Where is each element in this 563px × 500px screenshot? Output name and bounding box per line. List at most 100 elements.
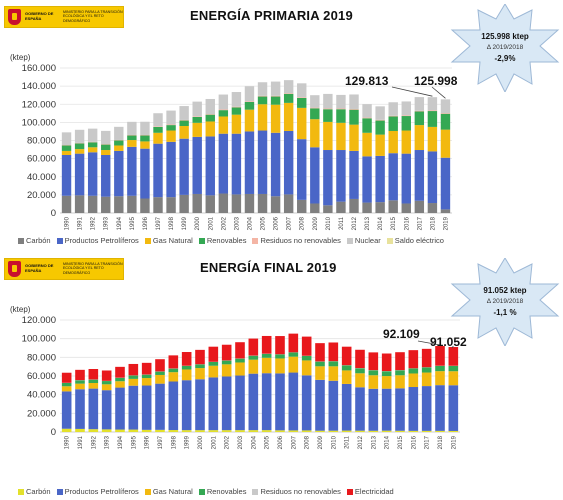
bar-segment <box>166 125 176 131</box>
legend-item: Electricidad <box>346 487 394 496</box>
bar-segment <box>414 97 425 111</box>
bar-segment <box>355 368 365 374</box>
bar-segment <box>128 363 139 376</box>
x-tick-label: 1991 <box>78 435 84 449</box>
bar-segment <box>87 141 98 143</box>
bar-segment <box>74 149 85 154</box>
bar-segment <box>141 374 152 379</box>
bar-segment <box>141 385 152 430</box>
chart-title: ENERGÍA FINAL 2019 <box>200 260 337 275</box>
bar-segment <box>435 365 445 372</box>
bar-segment <box>218 109 229 111</box>
bar-segment <box>375 202 385 214</box>
bar-segment <box>440 129 451 158</box>
bar-segment <box>414 200 425 213</box>
bar-segment <box>257 193 268 213</box>
bar-segment <box>101 150 111 155</box>
bar-segment <box>75 383 85 390</box>
y-tick-label: 140.000 <box>22 81 56 92</box>
bar-segment <box>395 388 405 431</box>
bar-segment <box>315 430 325 432</box>
bar-segment <box>101 144 111 151</box>
bar-segment <box>349 108 359 110</box>
x-tick-label: 1990 <box>65 435 71 449</box>
bar-segment <box>257 96 268 105</box>
legend-swatch <box>144 237 151 244</box>
bar-segment <box>61 372 72 383</box>
legend-swatch <box>346 488 353 495</box>
bar-segment <box>168 372 179 382</box>
x-tick-label: 2007 <box>287 216 293 230</box>
bar-segment <box>114 126 124 140</box>
bar-segment <box>435 430 445 432</box>
x-tick-label: 1996 <box>145 435 151 449</box>
y-tick-label: 160.000 <box>22 63 56 74</box>
legend-item: Productos Petrolíferos <box>56 236 139 245</box>
bar-segment <box>101 130 111 145</box>
bar-segment <box>244 101 255 110</box>
callout-delta-value: -1,1 % <box>493 308 517 317</box>
callout-star: 91.052 ktep Δ 2019/2018 -1,1 % <box>450 258 560 346</box>
bar-segment <box>218 116 229 134</box>
x-tick-label: 1995 <box>130 216 136 230</box>
callout-value: 91.052 ktep <box>483 286 527 295</box>
bar-segment <box>421 386 432 431</box>
bar-segment <box>336 108 346 110</box>
x-tick-label: 1993 <box>104 216 110 230</box>
y-tick-label: 20.000 <box>27 408 56 419</box>
annotation-2019: 125.998 <box>414 74 458 88</box>
bar-segment <box>75 369 85 381</box>
bar-segment <box>362 132 372 157</box>
bar-segment <box>301 336 312 356</box>
bar-segment <box>421 372 432 387</box>
x-tick-label: 2019 <box>443 216 449 230</box>
bar-segment <box>427 203 438 213</box>
bar-segment <box>283 93 294 94</box>
bar-segment <box>195 349 205 365</box>
bar-segment <box>168 368 179 373</box>
bar-segment <box>323 93 333 109</box>
bar-segment <box>168 381 179 431</box>
annotation-2019: 91.052 <box>430 335 467 349</box>
bar-segment <box>323 150 333 206</box>
bar-segment <box>115 381 125 388</box>
bar-segment <box>435 346 445 366</box>
bar-segment <box>235 375 245 431</box>
bar-segment <box>408 350 419 369</box>
bar-segment <box>315 366 325 380</box>
bar-segment <box>179 126 189 139</box>
bar-segment <box>297 199 307 213</box>
bar-segment <box>101 155 111 197</box>
bar-segment <box>181 352 192 366</box>
bar-segment <box>192 193 202 213</box>
bar-segment <box>440 157 451 210</box>
bar-segment <box>395 352 405 371</box>
bar-segment <box>218 110 229 117</box>
bar-segment <box>166 130 176 142</box>
bar-segment <box>181 365 192 370</box>
x-tick-label: 1999 <box>182 216 188 230</box>
bar-segment <box>301 430 312 432</box>
bar-segment <box>414 110 425 112</box>
bar-segment <box>261 335 272 354</box>
bar-segment <box>323 109 333 122</box>
bar-segment <box>261 357 272 374</box>
x-tick-label: 1996 <box>143 216 149 230</box>
bar-segment <box>427 126 438 152</box>
legend-label: Electricidad <box>354 487 394 496</box>
bar-segment <box>440 113 451 114</box>
bar-segment <box>115 366 125 378</box>
bar-segment <box>310 95 320 108</box>
bar-segment <box>221 430 232 432</box>
bar-segment <box>140 148 150 199</box>
bar-segment <box>114 145 124 151</box>
x-tick-label: 1994 <box>118 435 124 449</box>
bar-segment <box>195 364 205 369</box>
bar-segment <box>275 354 285 359</box>
x-tick-label: 2016 <box>411 435 417 449</box>
bar-segment <box>414 125 425 151</box>
bar-segment <box>195 368 205 380</box>
bar-segment <box>166 141 176 198</box>
bar-segment <box>336 94 346 109</box>
bar-segment <box>270 95 281 97</box>
